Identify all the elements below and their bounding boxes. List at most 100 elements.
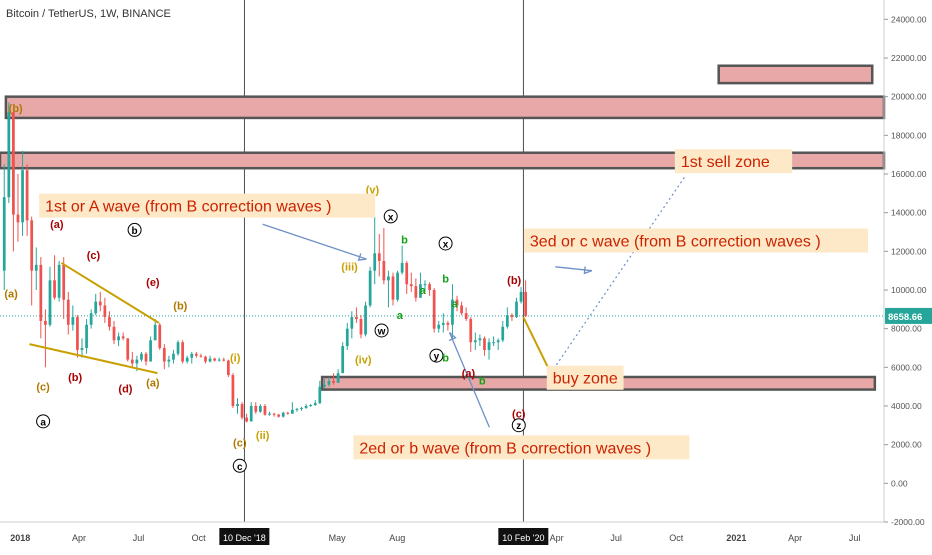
candle-body <box>98 301 102 306</box>
date-marker-tag <box>219 528 270 545</box>
wave-label: a <box>420 285 427 297</box>
wave-label: b <box>442 353 449 365</box>
candle-body <box>318 386 322 404</box>
price-axis-label: 6000.00 <box>891 362 922 372</box>
price-axis-label: 2000.00 <box>891 440 922 450</box>
price-axis-label: 12000.00 <box>891 246 927 256</box>
candle-body <box>304 406 308 408</box>
wave-label: (c) <box>233 438 247 450</box>
candle-body <box>144 353 148 362</box>
candle-body <box>409 284 413 287</box>
annotation-arrow-head <box>448 332 457 342</box>
candle-body <box>258 406 262 412</box>
candle-body <box>515 301 518 318</box>
time-axis-label: Apr <box>72 533 86 543</box>
candle-body <box>94 301 98 314</box>
candle-body <box>126 338 130 360</box>
candle-body <box>199 355 203 357</box>
candle-body <box>313 403 317 406</box>
annotation-box <box>353 435 690 460</box>
candle-body <box>460 305 463 314</box>
candle-body <box>103 305 107 318</box>
candle-body <box>121 336 125 339</box>
wave-label: (a) <box>462 368 476 380</box>
wave-label-circle <box>36 414 51 429</box>
wave-label-circle <box>374 323 389 338</box>
wave-label-circle <box>438 236 453 251</box>
wave-label: (b) <box>68 372 82 384</box>
candle-body <box>524 291 528 317</box>
annotation-arrow <box>555 266 593 272</box>
candle-body <box>519 291 523 302</box>
candle-body <box>76 317 79 350</box>
candle-body <box>185 357 189 362</box>
wave-label: (a) <box>4 289 18 301</box>
price-axis-label: 22000.00 <box>891 53 927 63</box>
candle-body <box>446 322 450 325</box>
candle-body <box>217 359 221 361</box>
wave-label: (c) <box>36 382 50 394</box>
candle-body <box>281 412 285 417</box>
time-axis-label: Oct <box>192 533 207 543</box>
wave-label-circle <box>127 222 142 237</box>
candle-body <box>396 272 399 300</box>
time-axis-label: Jul <box>849 533 861 543</box>
wave-label: z <box>516 421 521 432</box>
candle-body <box>419 284 422 298</box>
candle-body <box>286 412 290 414</box>
candle-body <box>277 414 281 417</box>
time-axis-label: Aug <box>389 533 405 543</box>
candle-body <box>130 359 134 364</box>
wave-label: a <box>452 298 459 310</box>
wave-label: y <box>434 352 440 363</box>
candle-body <box>140 353 143 360</box>
candle-body <box>391 276 395 300</box>
candle-body <box>112 326 116 341</box>
candle-body <box>71 317 75 325</box>
candle-body <box>25 170 29 221</box>
wave-label: a <box>40 417 46 428</box>
candle-body <box>323 384 326 387</box>
candle-body <box>505 315 509 327</box>
candle-body <box>355 317 358 319</box>
candle-body <box>400 262 404 273</box>
candle-body <box>245 417 249 422</box>
annotation-box <box>523 228 869 253</box>
candle-body <box>387 276 390 281</box>
candle-body <box>194 353 198 356</box>
wave-label: b <box>442 273 449 285</box>
time-axis-label: Apr <box>788 533 802 543</box>
annotation-text: 2ed or b wave (from B correction waves ) <box>359 440 651 457</box>
candle-body <box>249 406 253 422</box>
annotation-box <box>674 149 793 174</box>
annotation-arrow-head <box>583 266 593 275</box>
candle-body <box>483 338 486 350</box>
candle-body <box>405 262 409 285</box>
triangle-upper-line <box>60 262 160 324</box>
candle-body <box>162 348 166 362</box>
candle-body <box>149 340 152 362</box>
price-axis-label: 20000.00 <box>891 92 927 102</box>
date-marker-tag <box>498 528 549 545</box>
wave-label: (c) <box>512 409 526 421</box>
candle-body <box>382 261 386 281</box>
candle-body <box>181 342 184 362</box>
wave-label: (b) <box>9 103 23 115</box>
candle-body <box>62 264 66 300</box>
candle-body <box>213 358 217 361</box>
candle-body <box>350 317 354 329</box>
candle-body <box>496 340 500 343</box>
candle-body <box>368 270 372 306</box>
annotation-box <box>39 193 376 218</box>
candle-body <box>231 375 235 406</box>
candle-body <box>295 408 299 410</box>
candle-body <box>341 346 345 374</box>
candle-body <box>423 284 427 286</box>
candle-body <box>327 380 331 385</box>
candle-body <box>135 359 139 364</box>
price-axis-label: 4000.00 <box>891 401 922 411</box>
candle-body <box>158 324 162 348</box>
time-axis-label: Jul <box>133 533 145 543</box>
